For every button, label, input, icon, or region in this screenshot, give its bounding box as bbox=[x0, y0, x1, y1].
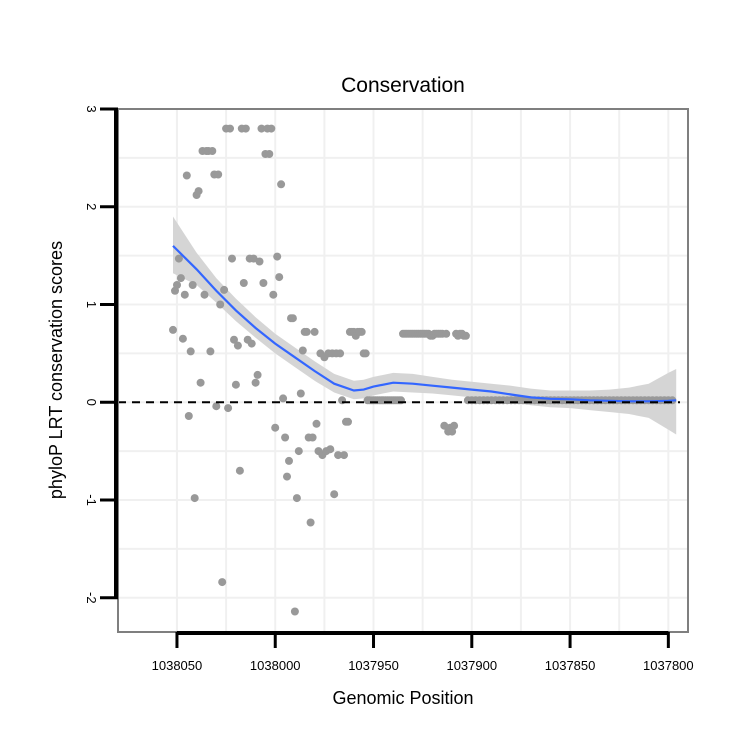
data-point bbox=[302, 327, 311, 336]
data-point bbox=[283, 472, 291, 481]
data-point bbox=[230, 335, 238, 344]
y-tick-label: -1 bbox=[84, 494, 99, 506]
data-point bbox=[292, 494, 301, 503]
data-point bbox=[182, 171, 191, 180]
data-point bbox=[200, 290, 209, 299]
data-point bbox=[285, 456, 293, 465]
data-point bbox=[235, 466, 244, 475]
data-point bbox=[173, 281, 181, 289]
data-point bbox=[220, 285, 229, 294]
data-point bbox=[265, 150, 274, 158]
x-axis-label: Genomic Position bbox=[332, 688, 473, 708]
x-tick-label: 1037900 bbox=[446, 658, 497, 673]
data-point bbox=[288, 314, 297, 323]
data-point bbox=[267, 124, 276, 133]
data-point bbox=[218, 578, 227, 587]
y-axis: -2 -1 0 1 2 3 bbox=[84, 105, 118, 604]
x-tick-label: 1037950 bbox=[348, 658, 399, 673]
data-point bbox=[344, 417, 352, 426]
smooth-line bbox=[172, 245, 677, 403]
data-point bbox=[461, 331, 470, 340]
data-point bbox=[196, 378, 205, 387]
data-point bbox=[269, 290, 278, 299]
data-point bbox=[233, 341, 242, 350]
data-point bbox=[214, 170, 223, 179]
y-tick-label: 2 bbox=[84, 203, 99, 210]
data-point bbox=[361, 349, 370, 358]
data-point bbox=[176, 274, 185, 283]
x-axis: 1038050 1038000 1037950 1037900 1037850 10378… bbox=[152, 631, 694, 673]
data-point bbox=[442, 329, 451, 338]
data-point bbox=[208, 147, 217, 155]
data-point bbox=[312, 419, 321, 428]
y-tick-label: -2 bbox=[84, 592, 99, 604]
data-point bbox=[174, 254, 183, 263]
data-point bbox=[184, 412, 193, 420]
data-point bbox=[308, 433, 317, 442]
data-point bbox=[228, 254, 236, 263]
data-point bbox=[251, 378, 260, 387]
data-point bbox=[206, 347, 215, 356]
data-point bbox=[241, 124, 250, 133]
data-point bbox=[169, 325, 177, 334]
data-point bbox=[180, 290, 189, 299]
data-point bbox=[330, 490, 339, 499]
data-point bbox=[340, 451, 348, 460]
data-point bbox=[224, 404, 233, 413]
data-point bbox=[277, 180, 286, 189]
data-point bbox=[226, 124, 234, 133]
chart-title: Conservation bbox=[341, 74, 465, 97]
data-point bbox=[298, 346, 307, 355]
data-point bbox=[249, 254, 258, 263]
data-point bbox=[294, 447, 303, 456]
data-point bbox=[275, 273, 284, 282]
data-point bbox=[178, 334, 187, 343]
data-point bbox=[190, 494, 199, 503]
data-point bbox=[357, 327, 366, 336]
data-point bbox=[188, 281, 197, 289]
confidence-band bbox=[173, 216, 677, 435]
data-point bbox=[450, 421, 459, 430]
data-point bbox=[310, 327, 319, 336]
data-point bbox=[259, 279, 268, 287]
x-tick-label: 1037800 bbox=[643, 658, 694, 673]
y-tick-label: 3 bbox=[84, 105, 99, 112]
data-point bbox=[255, 257, 264, 266]
data-point bbox=[336, 349, 345, 358]
data-point bbox=[281, 433, 290, 442]
y-tick-label: 0 bbox=[84, 399, 99, 406]
data-point bbox=[271, 423, 280, 432]
y-axis-label: phyloP LRT conservation scores bbox=[46, 241, 66, 499]
data-point bbox=[186, 347, 195, 356]
data-point bbox=[216, 300, 225, 309]
data-point bbox=[239, 279, 248, 287]
data-point bbox=[279, 394, 288, 403]
data-point bbox=[231, 380, 240, 389]
data-point bbox=[247, 339, 256, 348]
data-point bbox=[194, 187, 203, 196]
data-point bbox=[253, 370, 262, 379]
panel-border bbox=[117, 108, 689, 633]
data-point bbox=[326, 445, 335, 454]
grid bbox=[118, 109, 688, 632]
x-tick-label: 1038000 bbox=[250, 658, 301, 673]
data-point bbox=[212, 402, 221, 411]
x-tick-label: 1038050 bbox=[152, 658, 203, 673]
data-point bbox=[306, 518, 315, 527]
y-tick-label: 1 bbox=[84, 301, 99, 308]
x-tick-label: 1037850 bbox=[545, 658, 596, 673]
confidence-band-group bbox=[173, 216, 677, 435]
smooth-line-group bbox=[172, 245, 677, 403]
data-point bbox=[296, 389, 305, 398]
data-point bbox=[334, 451, 343, 460]
data-point bbox=[257, 124, 266, 133]
data-point bbox=[290, 607, 299, 616]
data-point bbox=[273, 252, 282, 261]
